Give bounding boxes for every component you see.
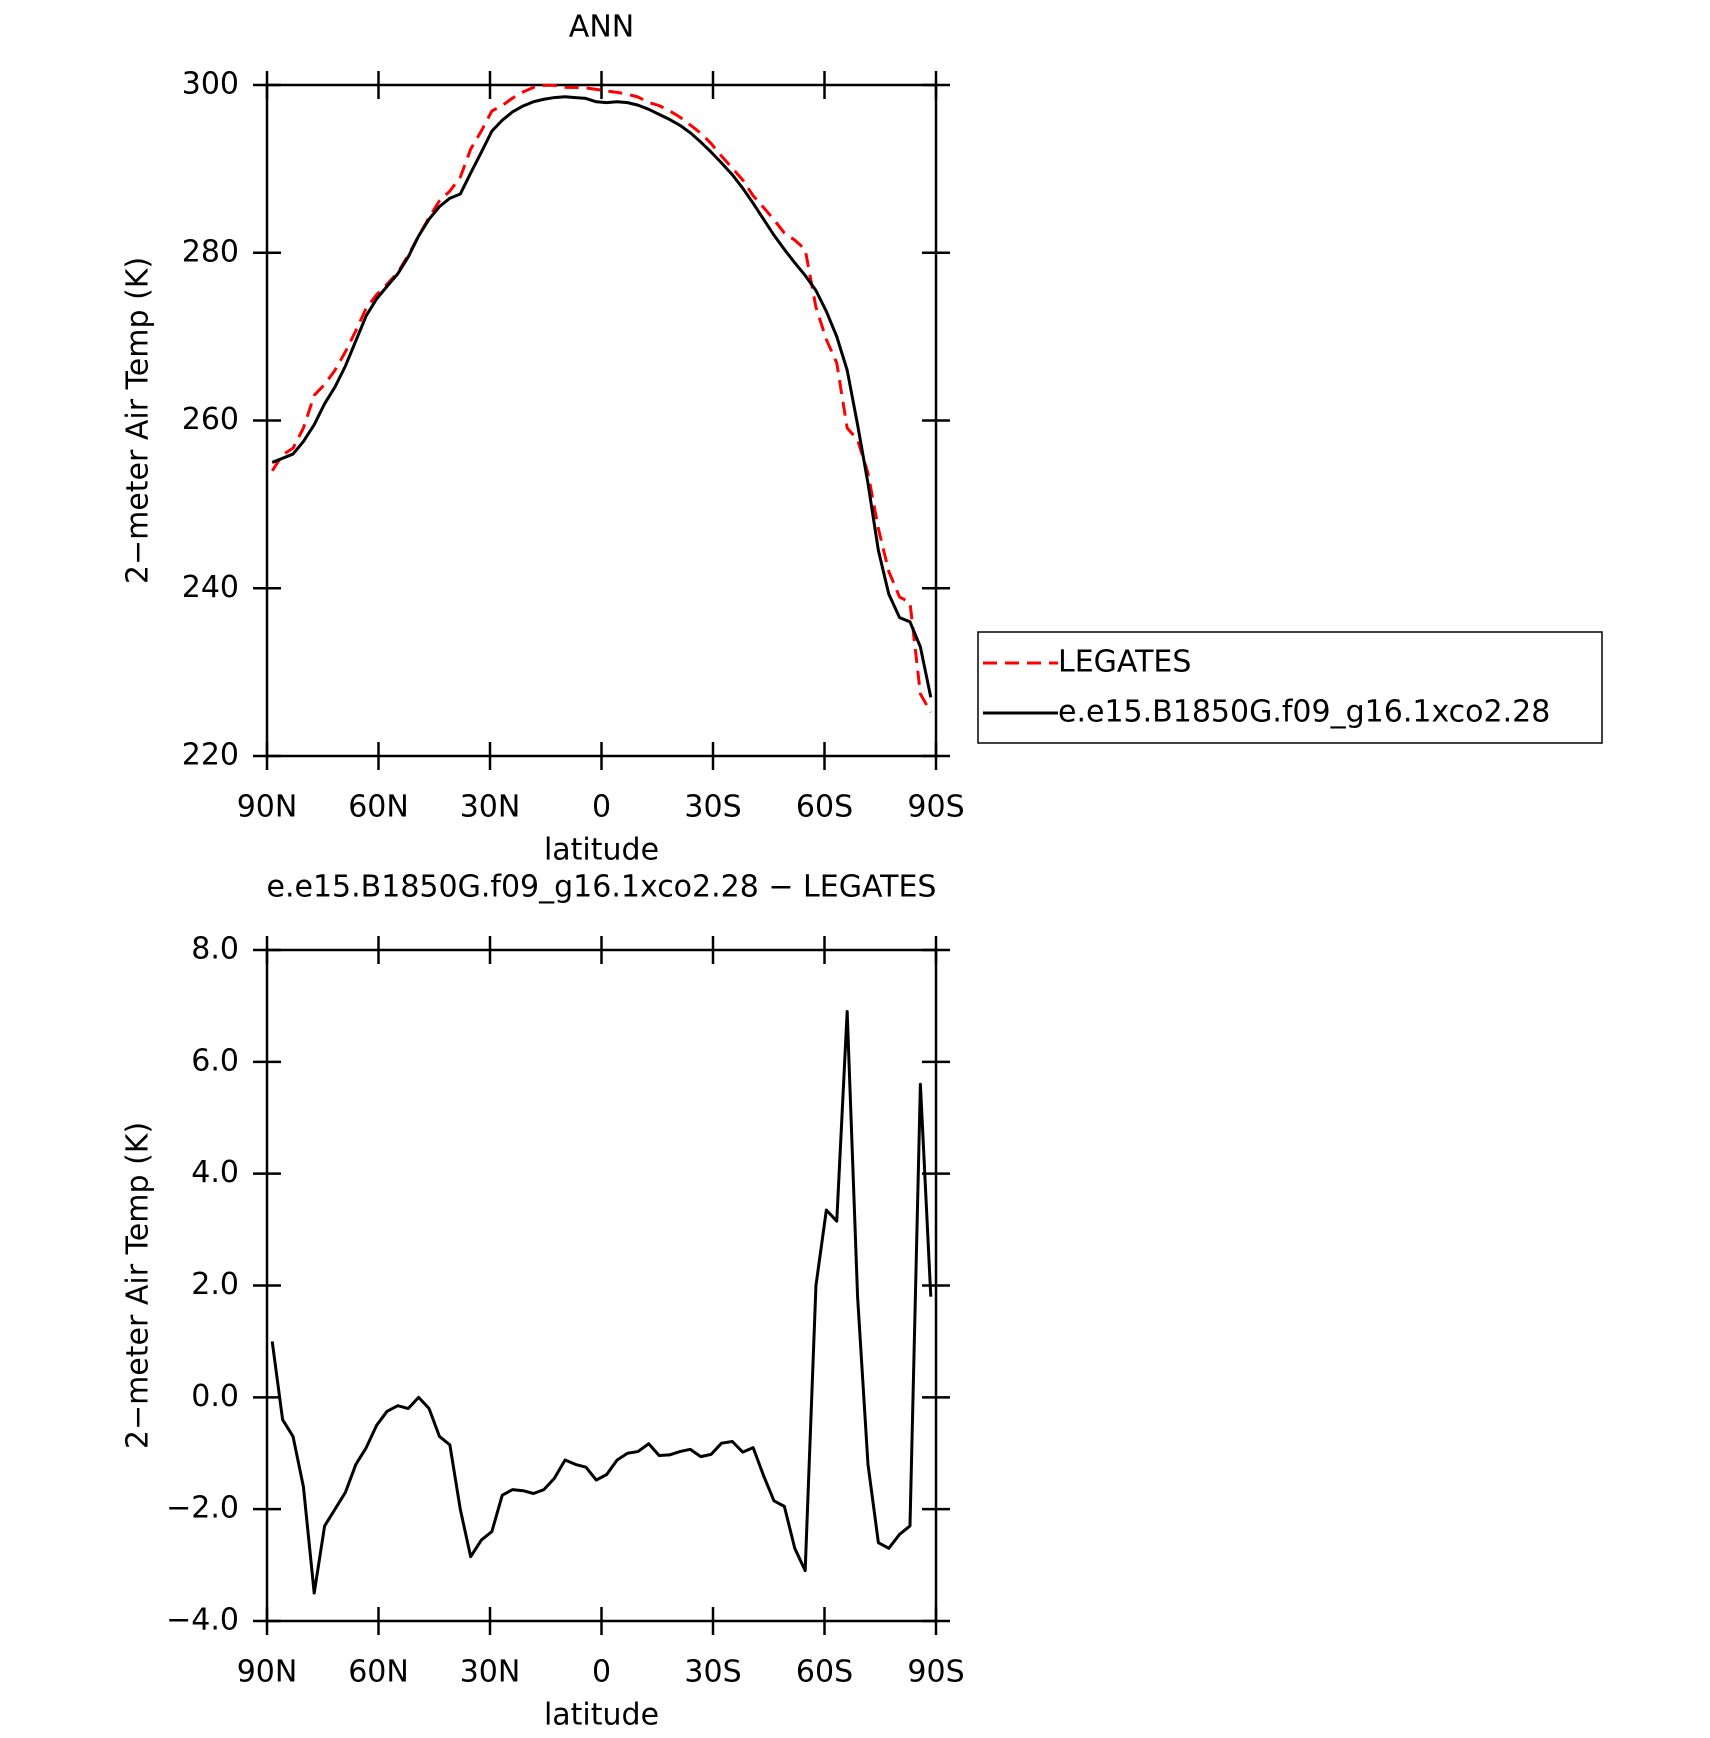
- y-tick-label: 8.0: [191, 932, 239, 967]
- y-tick-label: −4.0: [166, 1603, 239, 1638]
- y-tick-label: −2.0: [166, 1491, 239, 1526]
- y-tick-label: 4.0: [191, 1155, 239, 1190]
- data-line: [270, 83, 933, 714]
- x-axis-label: latitude: [544, 833, 659, 868]
- x-tick-label: 30N: [460, 790, 521, 825]
- x-tick-label: 90S: [907, 790, 964, 825]
- x-tick-label: 30S: [684, 1655, 741, 1690]
- x-tick-label: 0: [592, 1655, 611, 1690]
- y-tick-label: 2.0: [191, 1267, 239, 1302]
- x-axis-label: latitude: [544, 1698, 659, 1733]
- y-tick-label: 300: [182, 67, 239, 102]
- y-tick-label: 0.0: [191, 1379, 239, 1414]
- x-tick-label: 30N: [460, 1655, 521, 1690]
- y-axis-label: 2−meter Air Temp (K): [121, 257, 156, 584]
- legend-box: [977, 631, 1603, 744]
- data-line: [270, 1010, 933, 1595]
- x-tick-label: 30S: [684, 790, 741, 825]
- y-tick-label: 260: [182, 402, 239, 437]
- x-tick-label: 90N: [237, 1655, 298, 1690]
- legend-label: LEGATES: [1058, 645, 1191, 680]
- data-line: [271, 95, 933, 698]
- chart-title: ANN: [569, 10, 634, 45]
- y-tick-label: 220: [182, 738, 239, 773]
- y-axis-label: 2−meter Air Temp (K): [121, 1122, 156, 1449]
- x-tick-label: 60N: [348, 790, 409, 825]
- legend-label: e.e15.B1850G.f09_g16.1xco2.28: [1058, 695, 1550, 730]
- x-tick-label: 90S: [907, 1655, 964, 1690]
- x-tick-label: 90N: [237, 790, 298, 825]
- y-tick-label: 6.0: [191, 1043, 239, 1078]
- chart-title: e.e15.B1850G.f09_g16.1xco2.28 − LEGATES: [267, 870, 937, 905]
- y-tick-label: 280: [182, 234, 239, 269]
- x-tick-label: 0: [592, 790, 611, 825]
- plot-frame: [265, 83, 938, 758]
- x-tick-label: 60N: [348, 1655, 409, 1690]
- y-tick-label: 240: [182, 570, 239, 605]
- plot-frame: [265, 948, 938, 1623]
- x-tick-label: 60S: [796, 790, 853, 825]
- x-tick-label: 60S: [796, 1655, 853, 1690]
